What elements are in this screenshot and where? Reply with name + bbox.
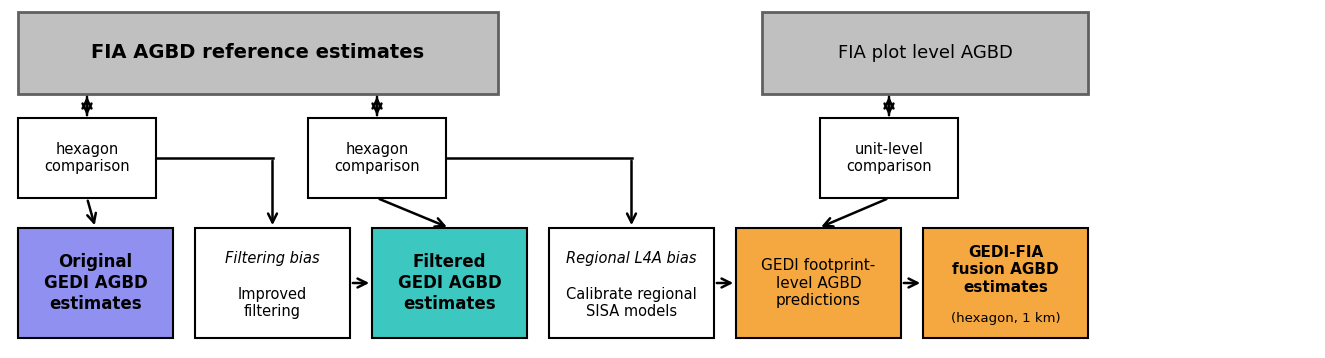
Text: FIA plot level AGBD: FIA plot level AGBD (837, 44, 1012, 62)
Text: Calibrate regional
SISA models: Calibrate regional SISA models (566, 287, 697, 319)
Bar (924, 228, 1088, 338)
Bar (549, 228, 714, 338)
Bar (19, 228, 174, 338)
Text: Filtered
GEDI AGBD
estimates: Filtered GEDI AGBD estimates (398, 253, 501, 313)
Text: hexagon
comparison: hexagon comparison (334, 142, 420, 174)
Text: Regional L4A bias: Regional L4A bias (566, 251, 697, 266)
Bar (195, 228, 350, 338)
Bar (735, 228, 901, 338)
Bar (19, 12, 498, 94)
Text: Filtering bias: Filtering bias (225, 251, 319, 266)
Text: Original
GEDI AGBD
estimates: Original GEDI AGBD estimates (44, 253, 147, 313)
Bar (820, 118, 958, 198)
Text: FIA AGBD reference estimates: FIA AGBD reference estimates (91, 44, 424, 63)
Bar (762, 12, 1088, 94)
Bar (307, 118, 447, 198)
Text: GEDI footprint-
level AGBD
predictions: GEDI footprint- level AGBD predictions (762, 258, 876, 308)
Text: hexagon
comparison: hexagon comparison (44, 142, 130, 174)
Text: Improved
filtering: Improved filtering (238, 287, 307, 319)
Text: GEDI-FIA
fusion AGBD
estimates: GEDI-FIA fusion AGBD estimates (953, 245, 1059, 295)
Bar (19, 118, 156, 198)
Bar (372, 228, 527, 338)
Text: unit-level
comparison: unit-level comparison (847, 142, 931, 174)
Text: (hexagon, 1 km): (hexagon, 1 km) (950, 312, 1060, 325)
